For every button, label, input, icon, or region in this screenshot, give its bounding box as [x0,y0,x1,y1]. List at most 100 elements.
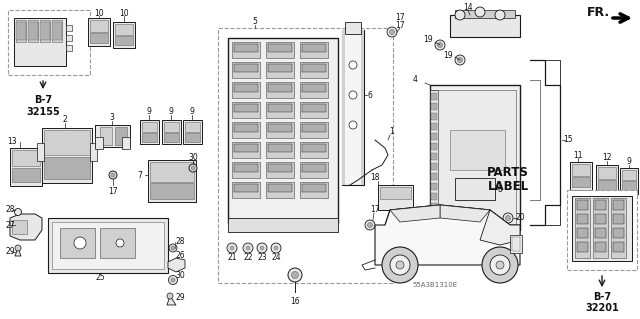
Bar [431,213,437,220]
Circle shape [396,261,404,269]
Text: 8: 8 [498,184,502,194]
Bar [512,237,520,251]
Bar [100,127,112,145]
Bar [431,133,437,140]
Bar [232,182,260,198]
Circle shape [116,239,124,247]
Bar [266,42,294,58]
Bar [122,137,130,149]
Circle shape [382,247,418,283]
Bar [570,162,592,190]
Polygon shape [390,205,440,222]
Bar [234,84,258,92]
Bar [234,164,258,172]
Bar [431,183,437,190]
Bar [185,133,200,142]
Bar [431,163,437,170]
Bar [218,28,393,283]
Bar [183,120,202,144]
Circle shape [496,261,504,269]
Bar [361,30,364,185]
Bar [66,45,72,51]
Bar [234,144,258,152]
Text: LABEL: LABEL [488,180,529,192]
Bar [268,184,292,192]
Text: 55A3B1310E: 55A3B1310E [412,282,458,288]
Polygon shape [10,214,42,240]
Bar [148,160,196,202]
Bar [266,62,294,78]
Circle shape [390,255,410,275]
Circle shape [271,243,281,253]
Text: 2: 2 [63,115,67,124]
Bar [140,120,159,144]
Bar [430,90,438,220]
Bar [300,62,328,78]
Bar [268,44,292,52]
Text: 11: 11 [573,151,583,160]
Text: 17: 17 [395,13,405,23]
Text: B-7: B-7 [593,292,611,302]
Bar [302,184,326,192]
Bar [595,242,606,252]
Bar [95,137,103,149]
Bar [345,22,361,34]
Bar [577,242,588,252]
Circle shape [171,278,175,282]
Circle shape [246,246,250,250]
Circle shape [230,246,234,250]
Bar [431,173,437,180]
Circle shape [482,247,518,283]
Circle shape [227,243,237,253]
Bar [300,142,328,158]
Bar [302,164,326,172]
Bar [431,123,437,130]
Circle shape [109,171,117,179]
Circle shape [74,237,86,249]
Bar [572,196,632,261]
Text: 13: 13 [7,137,17,146]
Bar [90,20,108,32]
Text: 9: 9 [627,158,632,167]
Text: 30: 30 [175,271,185,280]
Text: 25: 25 [95,273,105,283]
Bar [577,228,588,238]
Bar [234,184,258,192]
Circle shape [390,29,394,34]
Circle shape [274,246,278,250]
Bar [40,22,50,40]
Bar [613,228,624,238]
Bar [234,104,258,112]
Bar [593,198,608,258]
Circle shape [260,246,264,250]
Bar [302,84,326,92]
Text: 14: 14 [463,3,473,11]
Bar [510,235,522,253]
Bar [60,228,95,258]
Bar [48,218,168,273]
Bar [142,133,157,142]
Bar [95,125,130,147]
Text: 32201: 32201 [585,303,619,313]
Bar [380,187,411,199]
Bar [268,144,292,152]
Text: 20: 20 [515,213,525,222]
Polygon shape [375,205,520,265]
Circle shape [171,246,175,250]
Bar [14,18,66,66]
Bar [164,133,179,142]
Bar [613,200,624,210]
Bar [596,165,618,193]
Bar [430,85,520,230]
Bar [42,128,92,183]
Bar [620,168,638,194]
Text: 30: 30 [188,152,198,161]
Bar [232,102,260,118]
Text: 28: 28 [5,205,15,214]
Bar [268,164,292,172]
Polygon shape [167,296,176,305]
Text: 7: 7 [138,170,143,180]
Bar [40,20,50,42]
Bar [266,142,294,158]
Text: 19: 19 [443,50,453,60]
